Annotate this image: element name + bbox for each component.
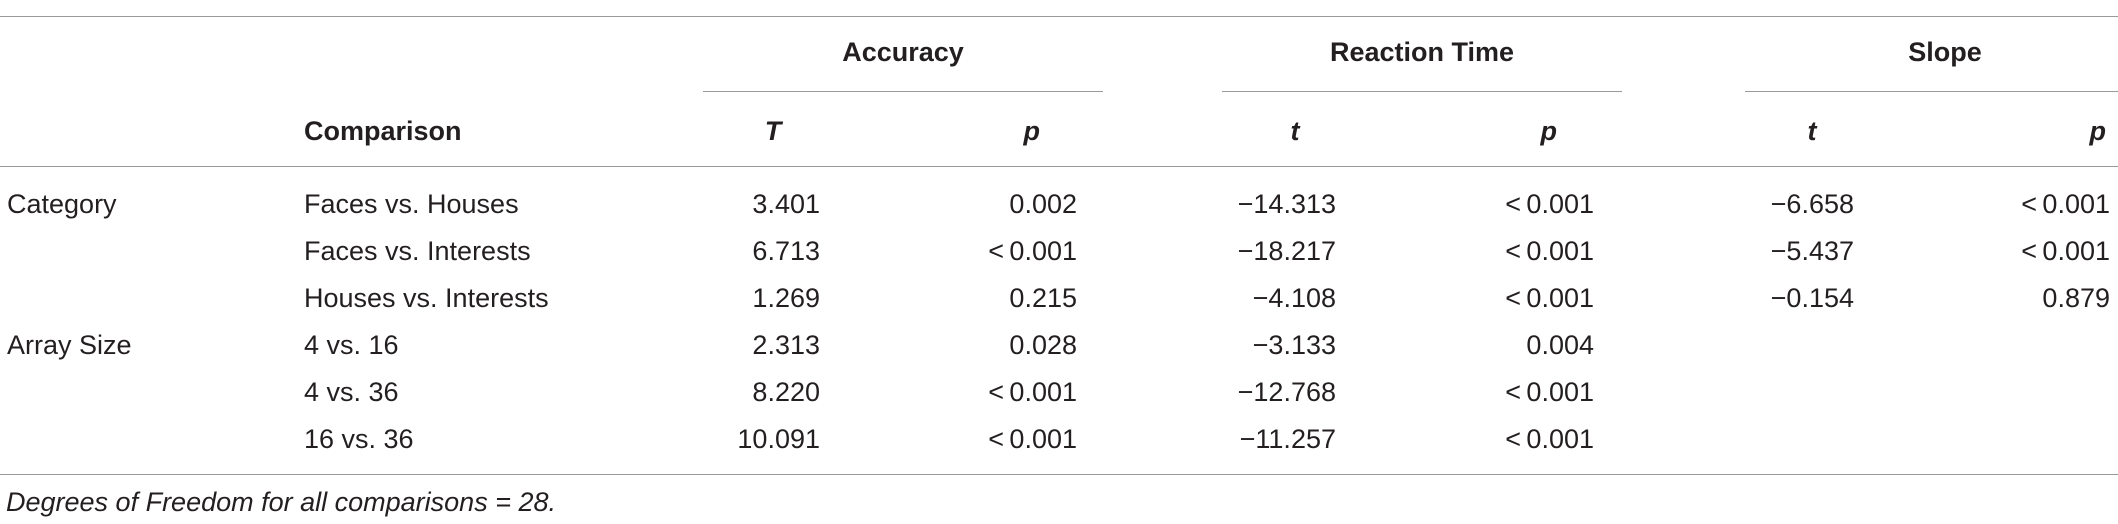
- cell-accuracy-p: 0.002: [1009, 189, 1077, 219]
- cell-accuracy-t: 3.401: [752, 189, 820, 219]
- cell-accuracy-p: < 0.001: [988, 377, 1077, 407]
- cell-slope-p: < 0.001: [2021, 236, 2110, 266]
- cell-accuracy-p: < 0.001: [988, 236, 1077, 266]
- table-bottom-rule: [0, 474, 2118, 475]
- table-footnote: Degrees of Freedom for all comparisons =…: [6, 487, 557, 517]
- cell-rt-p: 0.004: [1526, 330, 1594, 360]
- cell-rt-t: −14.313: [1237, 189, 1336, 219]
- cell-accuracy-t: 10.091: [737, 424, 820, 454]
- cell-rt-t: −11.257: [1239, 424, 1336, 454]
- col-header-rt-t: t: [1290, 116, 1300, 146]
- col-header-slope-t: t: [1807, 116, 1817, 146]
- row-comparison: 16 vs. 36: [304, 424, 414, 454]
- cell-accuracy-p: 0.215: [1009, 283, 1077, 313]
- header-bottom-rule: [0, 166, 2118, 167]
- cell-rt-p: < 0.001: [1505, 283, 1594, 313]
- cell-rt-t: −18.217: [1237, 236, 1336, 266]
- cell-rt-p: < 0.001: [1505, 189, 1594, 219]
- col-header-slope-p: p: [2089, 116, 2107, 146]
- group-rule-accuracy: [703, 91, 1103, 92]
- row-comparison: Houses vs. Interests: [304, 283, 549, 313]
- cell-rt-p: < 0.001: [1505, 236, 1594, 266]
- group-header-reaction-time: Reaction Time: [1329, 37, 1515, 67]
- row-comparison: 4 vs. 16: [304, 330, 399, 360]
- cell-rt-t: −4.108: [1252, 283, 1336, 313]
- row-factor: Array Size: [7, 330, 132, 360]
- cell-rt-t: −3.133: [1252, 330, 1336, 360]
- cell-rt-t: −12.768: [1237, 377, 1336, 407]
- col-header-rt-p: p: [1540, 116, 1558, 146]
- cell-slope-p: 0.879: [2042, 283, 2110, 313]
- row-factor: Category: [7, 189, 117, 219]
- cell-accuracy-t: 2.313: [752, 330, 820, 360]
- row-comparison: Faces vs. Houses: [304, 189, 519, 219]
- cell-accuracy-p: 0.028: [1009, 330, 1077, 360]
- col-header-comparison: Comparison: [304, 116, 462, 146]
- cell-rt-p: < 0.001: [1505, 424, 1594, 454]
- cell-accuracy-t: 1.269: [752, 283, 820, 313]
- table-top-rule: [0, 16, 2118, 17]
- cell-slope-p: < 0.001: [2021, 189, 2110, 219]
- cell-slope-t: −6.658: [1770, 189, 1854, 219]
- row-comparison: Faces vs. Interests: [304, 236, 531, 266]
- group-rule-reaction-time: [1222, 91, 1622, 92]
- cell-accuracy-t: 6.713: [752, 236, 820, 266]
- row-comparison: 4 vs. 36: [304, 377, 399, 407]
- col-header-accuracy-t: T: [764, 116, 782, 146]
- group-header-accuracy: Accuracy: [842, 37, 964, 67]
- cell-accuracy-t: 8.220: [752, 377, 820, 407]
- cell-accuracy-p: < 0.001: [988, 424, 1077, 454]
- group-rule-slope: [1745, 91, 2118, 92]
- cell-slope-t: −0.154: [1770, 283, 1854, 313]
- cell-rt-p: < 0.001: [1505, 377, 1594, 407]
- group-header-slope: Slope: [1908, 37, 1982, 67]
- cell-slope-t: −5.437: [1770, 236, 1854, 266]
- col-header-accuracy-p: p: [1023, 116, 1041, 146]
